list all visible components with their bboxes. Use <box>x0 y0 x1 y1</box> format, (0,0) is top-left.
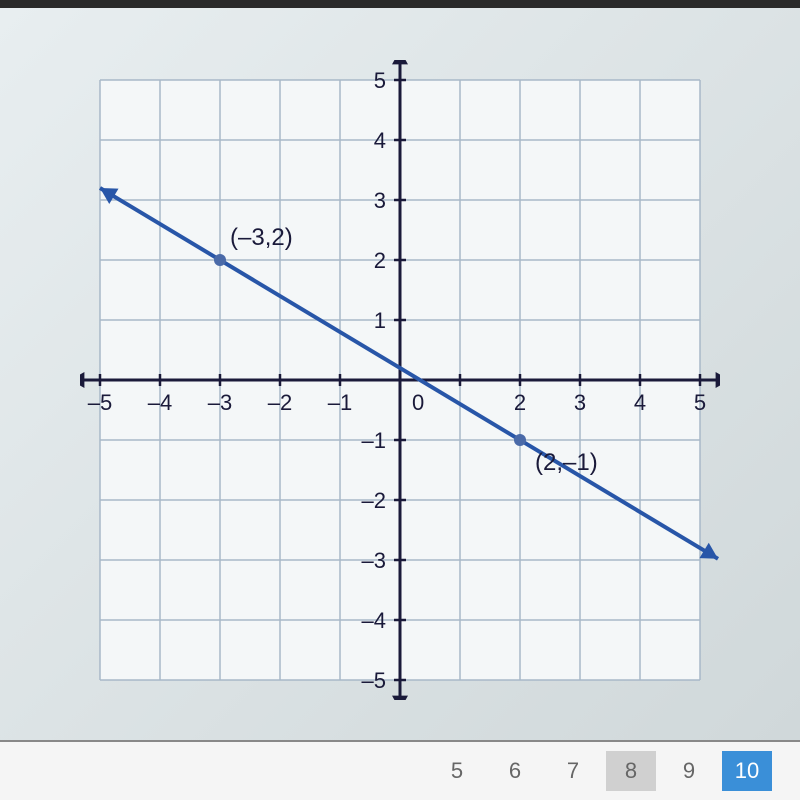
page-number-7[interactable]: 7 <box>548 751 598 791</box>
svg-text:–3: –3 <box>208 390 232 415</box>
svg-text:–1: –1 <box>328 390 352 415</box>
svg-text:–4: –4 <box>148 390 172 415</box>
page-number-6[interactable]: 6 <box>490 751 540 791</box>
screenshot-container: –5–4–3–2–102345–5–4–3–2–112345 xy (–3,2)… <box>0 0 800 740</box>
coordinate-graph: –5–4–3–2–102345–5–4–3–2–112345 xy (–3,2)… <box>80 60 720 700</box>
page-number-10[interactable]: 10 <box>722 751 772 791</box>
page-number-5[interactable]: 5 <box>432 751 482 791</box>
svg-text:(–3,2): (–3,2) <box>230 224 293 251</box>
svg-text:2: 2 <box>374 248 386 273</box>
svg-text:3: 3 <box>574 390 586 415</box>
svg-text:(2,–1): (2,–1) <box>535 449 598 476</box>
svg-text:0: 0 <box>412 390 424 415</box>
svg-text:–5: –5 <box>362 668 386 693</box>
svg-text:–1: –1 <box>362 428 386 453</box>
svg-text:5: 5 <box>694 390 706 415</box>
page-number-8[interactable]: 8 <box>606 751 656 791</box>
svg-text:–2: –2 <box>268 390 292 415</box>
page-number-9[interactable]: 9 <box>664 751 714 791</box>
svg-text:–3: –3 <box>362 548 386 573</box>
svg-text:–5: –5 <box>88 390 112 415</box>
pagination-bar: 5678910 <box>0 740 800 800</box>
svg-text:4: 4 <box>374 128 386 153</box>
pagination-numbers: 5678910 <box>432 751 780 791</box>
svg-text:1: 1 <box>374 308 386 333</box>
graph-svg: –5–4–3–2–102345–5–4–3–2–112345 xy (–3,2)… <box>80 60 720 700</box>
svg-text:3: 3 <box>374 188 386 213</box>
screen-top-border <box>0 0 800 8</box>
svg-text:2: 2 <box>514 390 526 415</box>
svg-text:–4: –4 <box>362 608 386 633</box>
svg-text:4: 4 <box>634 390 646 415</box>
svg-text:–2: –2 <box>362 488 386 513</box>
svg-text:5: 5 <box>374 68 386 93</box>
